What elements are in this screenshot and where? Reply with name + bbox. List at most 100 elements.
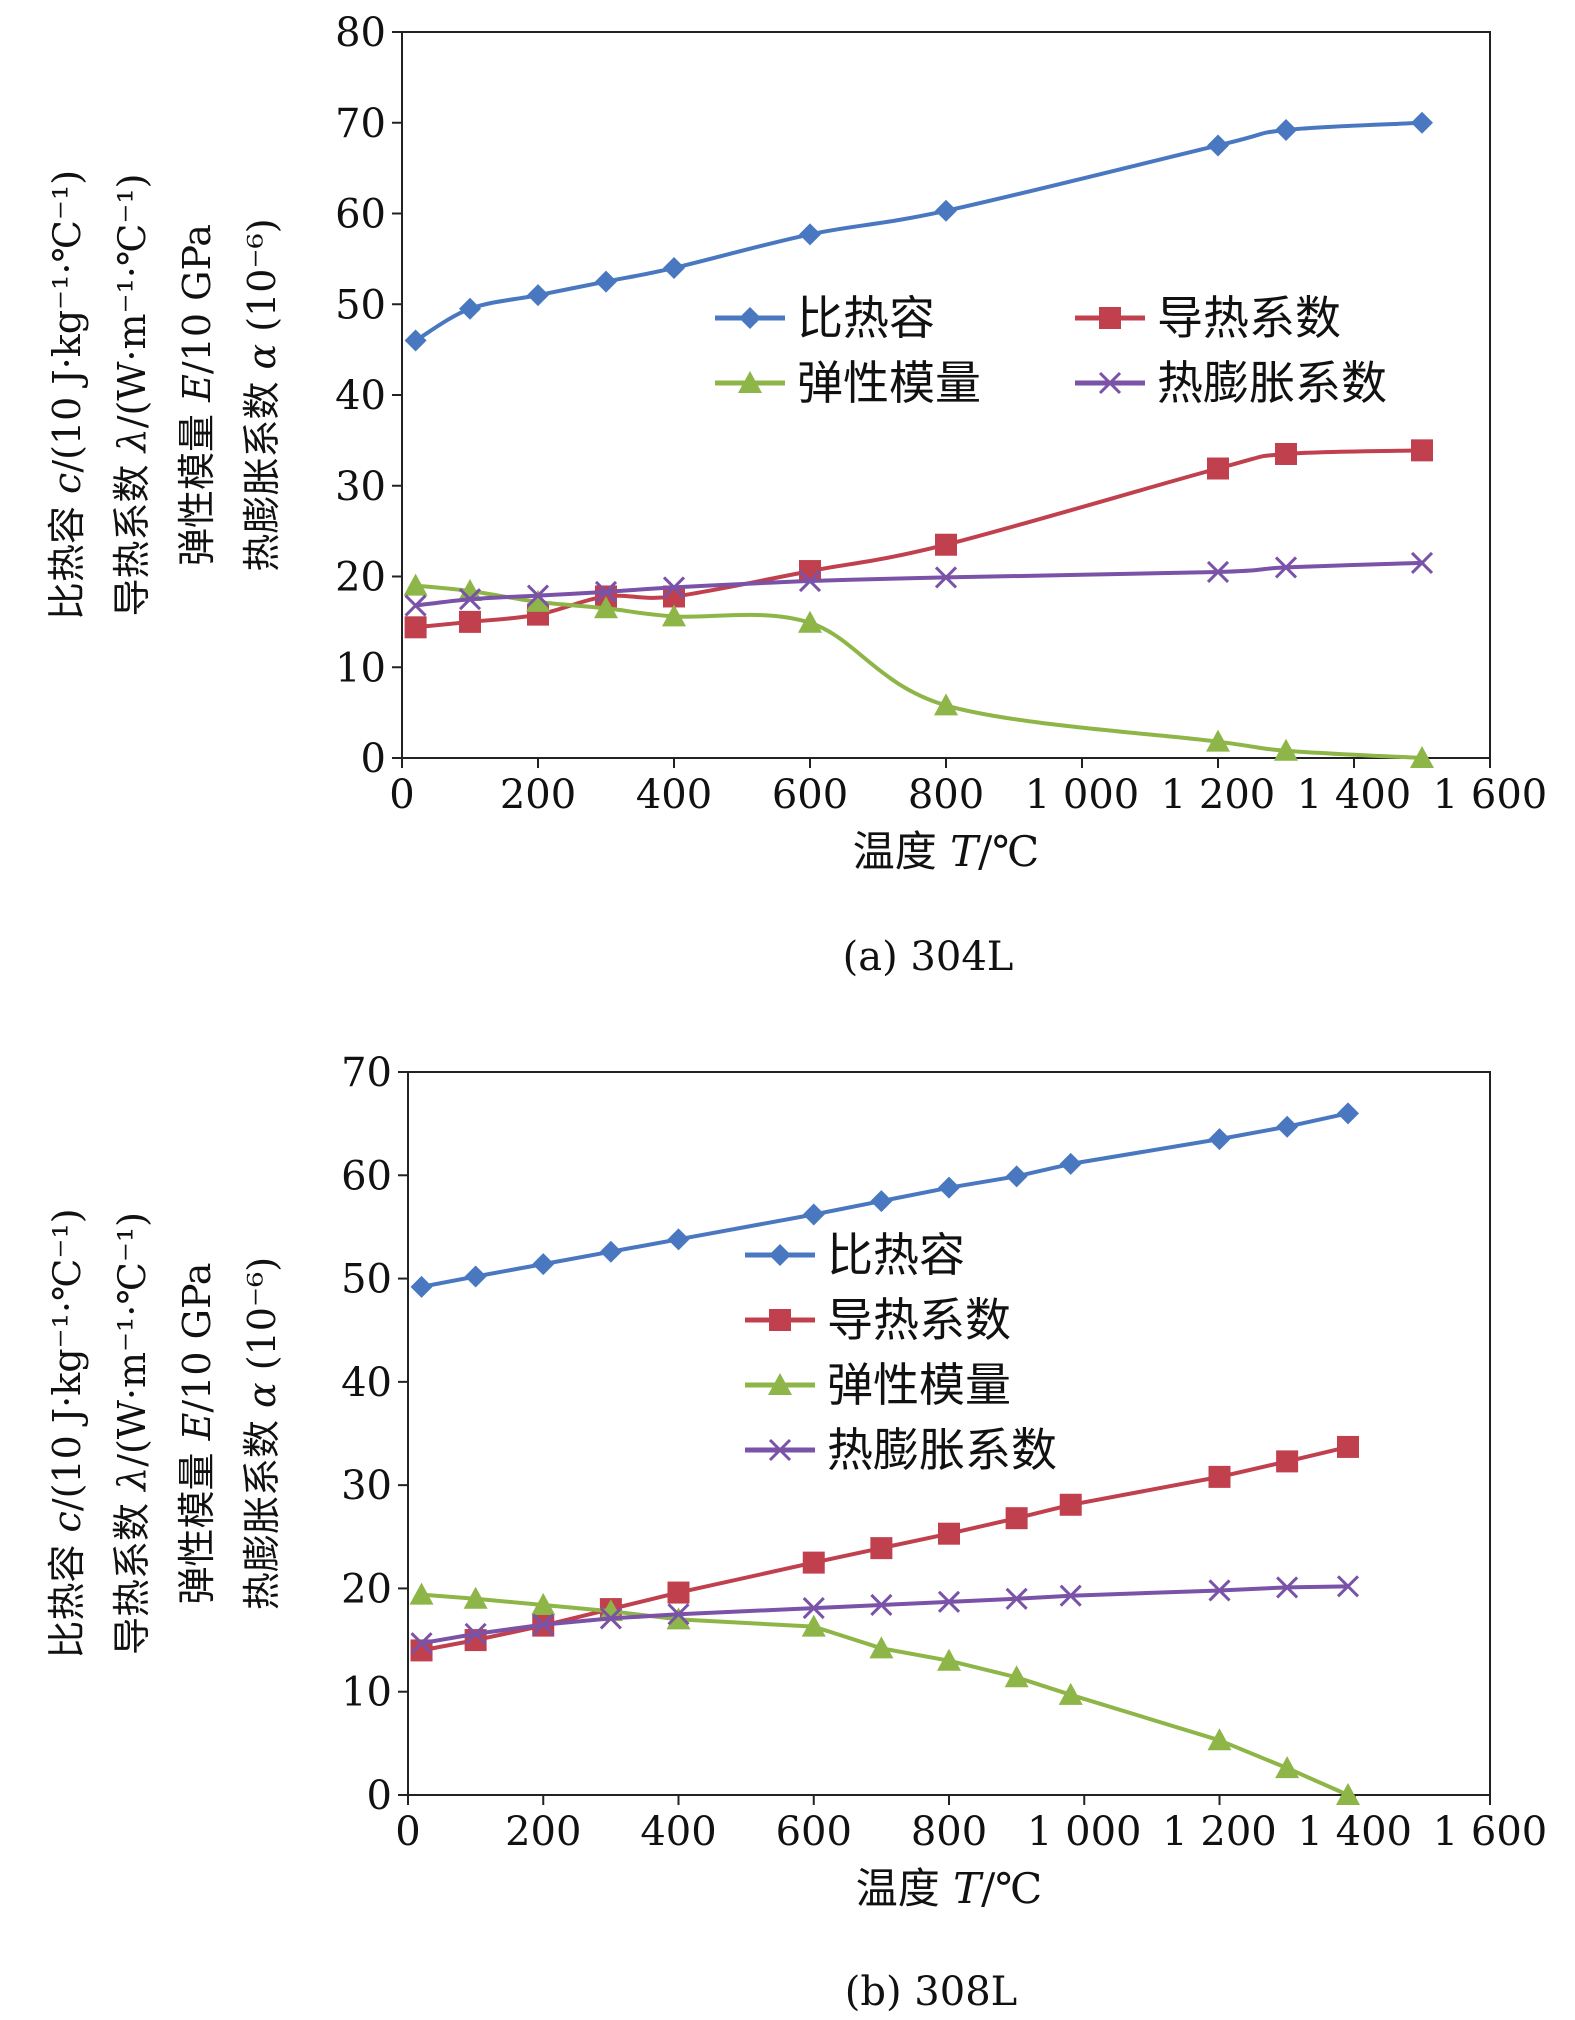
legend-marker xyxy=(769,1309,791,1331)
data-point xyxy=(409,1582,434,1605)
y-axis-label-line: 比热容 c/(10 J·kg⁻¹·℃⁻¹) xyxy=(45,170,89,620)
series-2 xyxy=(410,1435,1359,1662)
y-axis-label-line: 热膨胀系数 α (10⁻⁶) xyxy=(240,218,284,571)
x-tick-label: 600 xyxy=(772,772,848,818)
x-tick-label: 400 xyxy=(640,1809,716,1855)
data-point xyxy=(667,1603,690,1626)
data-point xyxy=(870,1593,893,1617)
data-point xyxy=(1335,1783,1360,1805)
legend-label: 弹性模量 xyxy=(797,356,981,410)
data-point xyxy=(1059,1152,1082,1175)
series-line xyxy=(415,560,1423,608)
legend-marker xyxy=(739,307,761,329)
data-point xyxy=(1336,1575,1360,1598)
data-point xyxy=(1336,1435,1359,1458)
legend-label: 热膨胀系数 xyxy=(827,1423,1057,1477)
data-point xyxy=(870,1537,893,1560)
y-axis-label-line: 弹性模量 E/10 GPa xyxy=(175,1263,219,1605)
x-tick-label: 800 xyxy=(911,1809,987,1855)
x-tick-label: 1 200 xyxy=(1162,1809,1277,1855)
y-tick-label: 50 xyxy=(335,282,386,328)
series-3 xyxy=(403,573,1434,768)
data-point xyxy=(1336,1102,1359,1125)
data-point xyxy=(459,297,481,320)
data-point xyxy=(404,594,427,617)
data-point xyxy=(934,693,958,716)
x-tick-label: 1 600 xyxy=(1433,1809,1548,1855)
data-point xyxy=(935,199,957,222)
x-tick-label: 1 000 xyxy=(1027,1809,1142,1855)
x-tick-label: 800 xyxy=(908,772,984,818)
data-point xyxy=(663,256,685,279)
data-point xyxy=(937,1648,961,1671)
data-point xyxy=(1275,1756,1300,1779)
data-point xyxy=(599,1607,622,1630)
data-point xyxy=(458,579,482,602)
data-point xyxy=(1411,111,1433,134)
legend-marker xyxy=(1099,307,1121,329)
legend-marker xyxy=(769,1244,791,1266)
data-point xyxy=(1208,1128,1231,1151)
data-point xyxy=(1058,1682,1083,1705)
data-point xyxy=(869,1636,894,1659)
data-point xyxy=(1276,1450,1299,1473)
series-4 xyxy=(404,551,1434,617)
legend-label: 热膨胀系数 xyxy=(1157,356,1387,410)
data-point xyxy=(802,1551,825,1574)
data-point xyxy=(1206,560,1230,584)
data-point xyxy=(1207,1728,1232,1751)
y-tick-label: 40 xyxy=(335,373,386,419)
x-axis-label: 温度 T/℃ xyxy=(853,827,1040,876)
data-point xyxy=(1276,1115,1299,1138)
legend-marker xyxy=(768,1438,792,1462)
data-point xyxy=(464,1265,487,1288)
x-tick-label: 1 400 xyxy=(1297,772,1412,818)
data-point xyxy=(404,616,427,639)
data-point xyxy=(531,1592,556,1615)
data-point xyxy=(1274,738,1298,761)
y-axis-label-line: 导热系数 λ/(W·m⁻¹·℃⁻¹) xyxy=(110,174,154,617)
series-line xyxy=(415,448,1423,630)
data-point xyxy=(801,1614,826,1637)
y-axis-label-line: 比热容 c/(10 J·kg⁻¹·℃⁻¹) xyxy=(45,1208,89,1658)
data-point xyxy=(598,1599,623,1622)
x-tick-label: 1 000 xyxy=(1025,772,1140,818)
data-point xyxy=(527,284,549,307)
y-tick-label: 30 xyxy=(335,464,386,510)
chart-caption: (b) 308L xyxy=(845,1969,1017,2015)
data-point xyxy=(404,329,427,352)
data-point xyxy=(667,1581,690,1604)
x-tick-label: 200 xyxy=(500,772,576,818)
data-point xyxy=(938,1522,960,1545)
data-point xyxy=(799,223,821,246)
data-point xyxy=(463,1586,488,1609)
x-tick-label: 1 200 xyxy=(1161,772,1276,818)
y-tick-label: 60 xyxy=(341,1153,392,1199)
y-tick-label: 20 xyxy=(335,555,386,601)
data-point xyxy=(935,533,957,556)
data-point xyxy=(595,270,617,293)
y-tick-label: 20 xyxy=(341,1566,392,1612)
data-point xyxy=(666,1607,691,1630)
data-point xyxy=(526,584,550,607)
data-point xyxy=(464,1622,487,1645)
y-tick-label: 80 xyxy=(335,10,386,56)
chart-caption: (a) 304L xyxy=(843,934,1014,980)
y-tick-label: 0 xyxy=(361,736,386,782)
y-tick-label: 10 xyxy=(335,645,386,691)
x-axis-label: 温度 T/℃ xyxy=(856,1864,1043,1913)
data-point xyxy=(532,1253,555,1276)
x-tick-label: 0 xyxy=(395,1809,420,1855)
data-point xyxy=(938,1176,960,1199)
series-4 xyxy=(410,1575,1360,1655)
data-point xyxy=(1005,1587,1028,1610)
data-point xyxy=(594,596,618,619)
legend-label: 比热容 xyxy=(797,291,935,345)
x-tick-label: 1 400 xyxy=(1297,1809,1412,1855)
legend-label: 导热系数 xyxy=(1157,291,1341,345)
y-axis-label-line: 热膨胀系数 α (10⁻⁶) xyxy=(240,1257,284,1610)
y-axis-label-line: 弹性模量 E/10 GPa xyxy=(175,224,219,566)
data-point xyxy=(1410,746,1434,768)
